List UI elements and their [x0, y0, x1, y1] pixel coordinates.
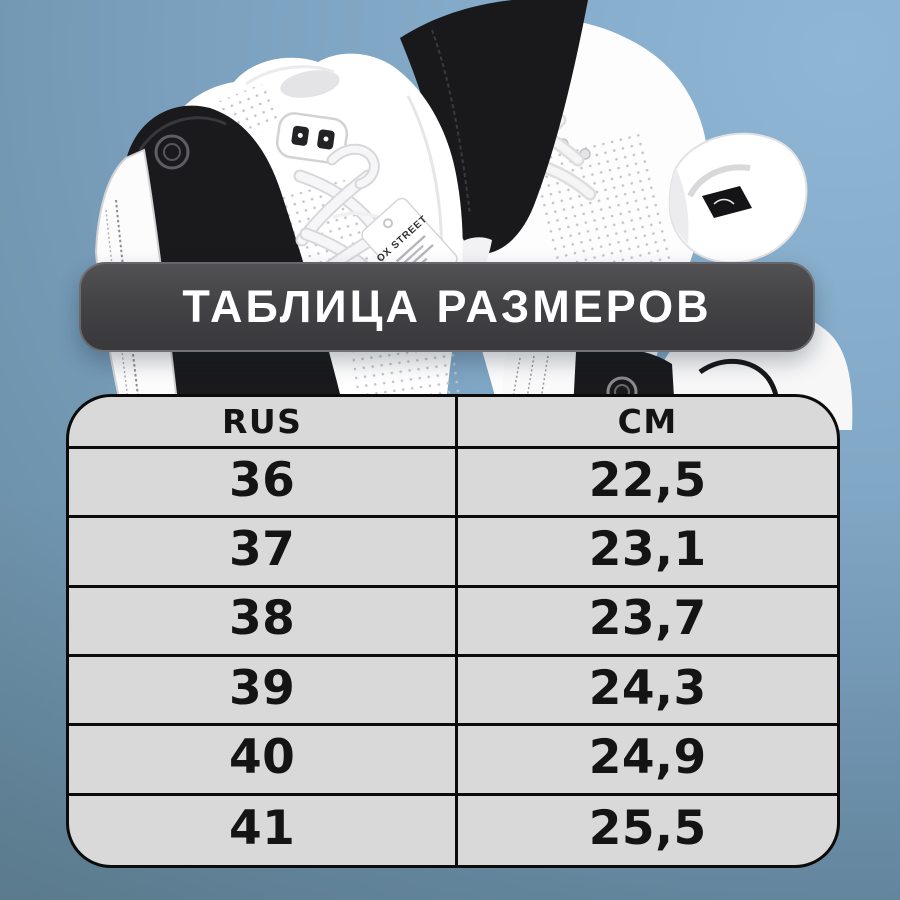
- tongue-tag-icon: [702, 186, 752, 218]
- sneakers-photo: OX STREET: [94, 0, 853, 430]
- rus-size-cell: 36: [69, 449, 459, 519]
- title-banner: ТАБЛИЦА РАЗМЕРОВ: [79, 262, 815, 352]
- cm-value-cell: 23,1: [458, 518, 837, 588]
- cm-value-cell: 22,5: [458, 449, 837, 519]
- size-table: RUS СМ 36 22,5 37 23,1 38 23,7 39 24,3 4…: [66, 394, 840, 868]
- fragment-logo-icon: [154, 134, 190, 170]
- rus-size-cell: 37: [69, 518, 459, 588]
- cm-value-cell: 24,9: [458, 726, 837, 796]
- rus-size-cell: 40: [69, 726, 459, 796]
- page-title: ТАБЛИЦА РАЗМЕРОВ: [182, 281, 712, 332]
- rus-size-cell: 41: [69, 795, 459, 865]
- rus-size-cell: 39: [69, 657, 459, 727]
- left-sneaker: OX STREET: [94, 53, 463, 430]
- rus-size-cell: 38: [69, 587, 459, 657]
- right-sneaker: [400, 0, 853, 430]
- column-header-rus: RUS: [69, 397, 459, 449]
- cm-value-cell: 23,7: [458, 588, 837, 657]
- column-header-cm: СМ: [458, 397, 837, 449]
- cm-value-cell: 24,3: [458, 657, 837, 727]
- eyelet-patch: [275, 112, 349, 164]
- cm-value-cell: 25,5: [588, 800, 707, 856]
- tongue: [668, 132, 808, 264]
